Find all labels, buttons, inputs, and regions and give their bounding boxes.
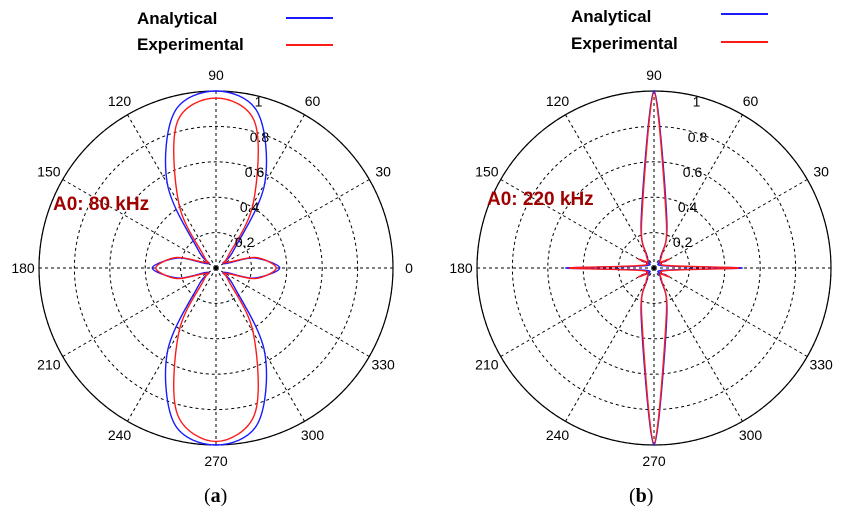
caption-open-paren: ( bbox=[204, 485, 211, 507]
angle-tick-label: 150 bbox=[37, 164, 61, 180]
angle-tick-label: 330 bbox=[371, 357, 395, 373]
caption-letter: b bbox=[635, 485, 647, 507]
grid-spoke bbox=[653, 179, 808, 269]
frequency-annotation: A0: 80 kHz bbox=[53, 194, 150, 215]
grid-circle bbox=[618, 232, 690, 304]
angle-tick-label: 60 bbox=[743, 93, 759, 109]
grid-spoke bbox=[215, 179, 370, 269]
panel-caption: (a) bbox=[204, 485, 227, 508]
caption-letter: a bbox=[210, 485, 221, 507]
series-line-experimental bbox=[155, 97, 277, 443]
panel-caption: (b) bbox=[629, 485, 653, 508]
angle-tick-label: 300 bbox=[739, 427, 763, 443]
series-line-experimental bbox=[568, 92, 740, 444]
angle-tick-label: 0 bbox=[405, 260, 413, 276]
angle-tick-label: 60 bbox=[305, 93, 321, 109]
grid-spoke bbox=[565, 267, 655, 422]
angle-tick-label: 270 bbox=[642, 453, 666, 469]
angle-tick-label: 90 bbox=[646, 67, 662, 83]
radial-tick-label: 0.8 bbox=[250, 129, 270, 145]
caption-close-paren: ) bbox=[646, 485, 654, 507]
angle-tick-label: 330 bbox=[809, 357, 833, 373]
grid-spoke bbox=[215, 267, 305, 422]
radial-tick-label: 0.2 bbox=[673, 234, 693, 250]
legend-line-experimental bbox=[286, 44, 333, 46]
legend-line-analytical bbox=[286, 17, 333, 19]
angle-tick-label: 30 bbox=[813, 164, 829, 180]
grid-spoke bbox=[62, 179, 217, 269]
polar-grid bbox=[476, 90, 832, 446]
caption-close-paren: ) bbox=[220, 485, 228, 507]
caption-open-paren: ( bbox=[629, 485, 636, 507]
radial-tick-label: 0.6 bbox=[683, 164, 703, 180]
polar-chart-panel-b: 030609012015018021024027030033010.80.60.… bbox=[421, 0, 842, 514]
legend-label-analytical: Analytical bbox=[571, 7, 652, 26]
grid-spoke bbox=[127, 114, 217, 269]
angle-tick-label: 180 bbox=[11, 260, 35, 276]
legend-label-analytical: Analytical bbox=[137, 9, 218, 28]
polar-chart-b: 030609012015018021024027030033010.80.60.… bbox=[449, 67, 833, 469]
angle-tick-label: 150 bbox=[475, 164, 499, 180]
angle-tick-label: 120 bbox=[108, 93, 132, 109]
angle-tick-label: 120 bbox=[546, 93, 570, 109]
radial-tick-label: 0.8 bbox=[688, 129, 708, 145]
radial-tick-label: 0.4 bbox=[240, 199, 260, 215]
angle-tick-label: 240 bbox=[108, 427, 132, 443]
angle-tick-label: 270 bbox=[204, 453, 228, 469]
grid-circle bbox=[144, 196, 288, 340]
angle-tick-label: 300 bbox=[301, 427, 325, 443]
grid-circle bbox=[511, 125, 797, 411]
grid-circle bbox=[547, 161, 761, 375]
frequency-annotation: A0: 220 kHz bbox=[487, 189, 594, 210]
angle-tick-label: 180 bbox=[449, 260, 473, 276]
angle-tick-label: 210 bbox=[37, 357, 61, 373]
angle-tick-label: 90 bbox=[208, 67, 224, 83]
grid-circle bbox=[180, 232, 252, 304]
angle-tick-label: 240 bbox=[546, 427, 570, 443]
grid-circle bbox=[73, 125, 359, 411]
grid-spoke bbox=[653, 267, 808, 357]
legend-label-experimental: Experimental bbox=[571, 34, 678, 53]
angle-tick-label: 210 bbox=[475, 357, 499, 373]
grid-spoke bbox=[62, 267, 217, 357]
grid-circle bbox=[109, 161, 323, 375]
angle-tick-label: 30 bbox=[375, 164, 391, 180]
radial-tick-label: 1 bbox=[255, 94, 263, 110]
polar-chart-a: 0 30 60 90 120 150 180 210 240 270 300 330 1 0.8 0.6 0.… bbox=[11, 67, 413, 469]
polar-grid bbox=[38, 90, 394, 446]
grid-spoke bbox=[215, 267, 370, 357]
polar-chart-panel-a: 0 30 60 90 120 150 180 210 240 270 300 330 1 0.8 0.6 0.… bbox=[0, 0, 421, 514]
legend-label-experimental: Experimental bbox=[137, 35, 244, 54]
radial-tick-label: 0.2 bbox=[235, 234, 255, 250]
series-line-analytical bbox=[151, 90, 281, 446]
legend-line-analytical bbox=[721, 13, 768, 15]
grid-spoke bbox=[500, 267, 655, 357]
radial-tick-label: 0.4 bbox=[678, 199, 698, 215]
grid-spoke bbox=[653, 267, 743, 422]
legend-line-experimental bbox=[721, 41, 768, 43]
radial-tick-label: 0.6 bbox=[245, 164, 265, 180]
grid-spoke bbox=[127, 267, 217, 422]
radial-tick-label: 1 bbox=[693, 94, 701, 110]
